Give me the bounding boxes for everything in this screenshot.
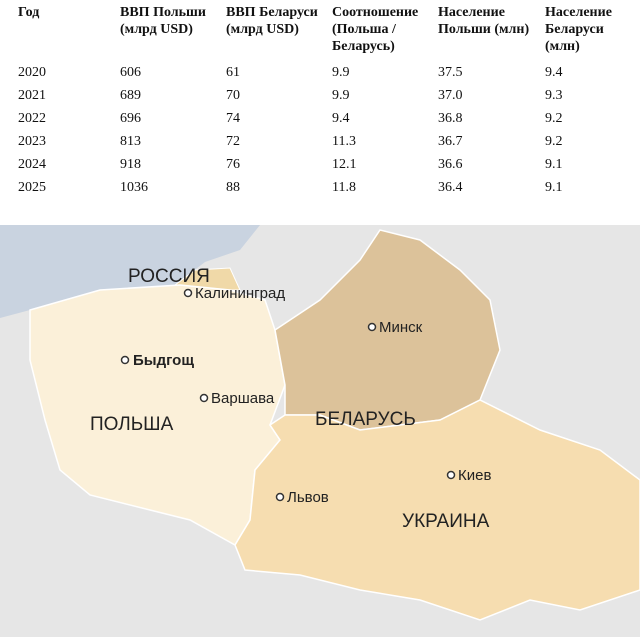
country-label: БЕЛАРУСЬ bbox=[315, 409, 416, 430]
country-label: ПОЛЬША bbox=[90, 414, 174, 435]
header-cell: Население Беларуси (млн) bbox=[545, 5, 612, 54]
city-dot bbox=[199, 393, 209, 403]
table-row: 2023 813 72 11.3 36.7 9.2 bbox=[12, 130, 629, 153]
table-cell: 2022 bbox=[18, 110, 46, 126]
map: РОССИЯ Калининград Минск Быдгощ Варшава … bbox=[0, 225, 640, 637]
table-cell: 11.3 bbox=[332, 133, 356, 149]
city-label: Минск bbox=[379, 319, 423, 336]
city-dot bbox=[446, 470, 456, 480]
table-row: 2021 689 70 9.9 37.0 9.3 bbox=[12, 84, 629, 107]
city-label: Калининград bbox=[195, 285, 285, 302]
table-row: 2022 696 74 9.4 36.8 9.2 bbox=[12, 107, 629, 130]
table-cell: 2020 bbox=[18, 64, 46, 80]
table-cell: 2021 bbox=[18, 87, 46, 103]
city-label: Варшава bbox=[211, 390, 275, 407]
header-cell: Соотношение (Польша / Беларусь) bbox=[332, 5, 419, 54]
table-cell: 9.2 bbox=[545, 110, 563, 126]
table-cell: 2023 bbox=[18, 133, 46, 149]
table-cell: 88 bbox=[226, 179, 240, 195]
table-cell: 12.1 bbox=[332, 156, 357, 172]
table-cell: 9.4 bbox=[332, 110, 350, 126]
table-row: 2024 918 76 12.1 36.6 9.1 bbox=[12, 153, 629, 176]
table-cell: 9.1 bbox=[545, 156, 563, 172]
table-cell: 9.1 bbox=[545, 179, 563, 195]
table-cell: 2024 bbox=[18, 156, 46, 172]
table-cell: 76 bbox=[226, 156, 240, 172]
table-cell: 72 bbox=[226, 133, 240, 149]
table-cell: 689 bbox=[120, 87, 141, 103]
city-dot bbox=[275, 492, 285, 502]
city-label: Киев bbox=[458, 467, 491, 484]
table-row: 2020 606 61 9.9 37.5 9.4 bbox=[12, 61, 629, 84]
table-cell: 74 bbox=[226, 110, 240, 126]
table-row: 2025 1036 88 11.8 36.4 9.1 bbox=[12, 176, 629, 199]
city-label: Быдгощ bbox=[133, 352, 194, 369]
header-row: Год ВВП Польши (млрд USD) ВВП Беларуси (мл… bbox=[12, 4, 629, 61]
city-dot bbox=[367, 322, 377, 332]
table-cell: 37.0 bbox=[438, 87, 463, 103]
header-cell: ВВП Беларуси (млрд USD) bbox=[226, 5, 318, 37]
table-cell: 9.9 bbox=[332, 87, 350, 103]
city-dot bbox=[183, 288, 193, 298]
table-cell: 1036 bbox=[120, 179, 148, 195]
header-cell: ВВП Польши (млрд USD) bbox=[120, 5, 206, 37]
table-cell: 696 bbox=[120, 110, 141, 126]
sea bbox=[0, 225, 260, 318]
country-label: РОССИЯ bbox=[128, 266, 210, 287]
table-cell: 70 bbox=[226, 87, 240, 103]
data-table: Год ВВП Польши (млрд USD) ВВП Беларуси (мл… bbox=[12, 4, 629, 199]
city-label: Львов bbox=[287, 489, 329, 506]
ukraine-region bbox=[234, 399, 640, 621]
table-cell: 36.6 bbox=[438, 156, 463, 172]
table-cell: 36.7 bbox=[438, 133, 463, 149]
table-cell: 61 bbox=[226, 64, 240, 80]
table-cell: 36.8 bbox=[438, 110, 463, 126]
table-cell: 11.8 bbox=[332, 179, 356, 195]
country-label: УКРАИНА bbox=[402, 511, 490, 532]
header-cell: Население Польши (млн) bbox=[438, 5, 530, 37]
table-cell: 813 bbox=[120, 133, 141, 149]
header-cell: Год bbox=[18, 5, 40, 20]
table-body: 2020 606 61 9.9 37.5 9.4 2021 689 70 9.9 37.0 9.3 20… bbox=[12, 61, 629, 199]
table-cell: 9.3 bbox=[545, 87, 563, 103]
table-cell: 37.5 bbox=[438, 64, 463, 80]
table-cell: 9.2 bbox=[545, 133, 563, 149]
city-dot bbox=[120, 355, 130, 365]
table-cell: 918 bbox=[120, 156, 141, 172]
table-cell: 9.9 bbox=[332, 64, 350, 80]
table-cell: 2025 bbox=[18, 179, 46, 195]
table-cell: 606 bbox=[120, 64, 141, 80]
table-cell: 36.4 bbox=[438, 179, 463, 195]
table-cell: 9.4 bbox=[545, 64, 563, 80]
